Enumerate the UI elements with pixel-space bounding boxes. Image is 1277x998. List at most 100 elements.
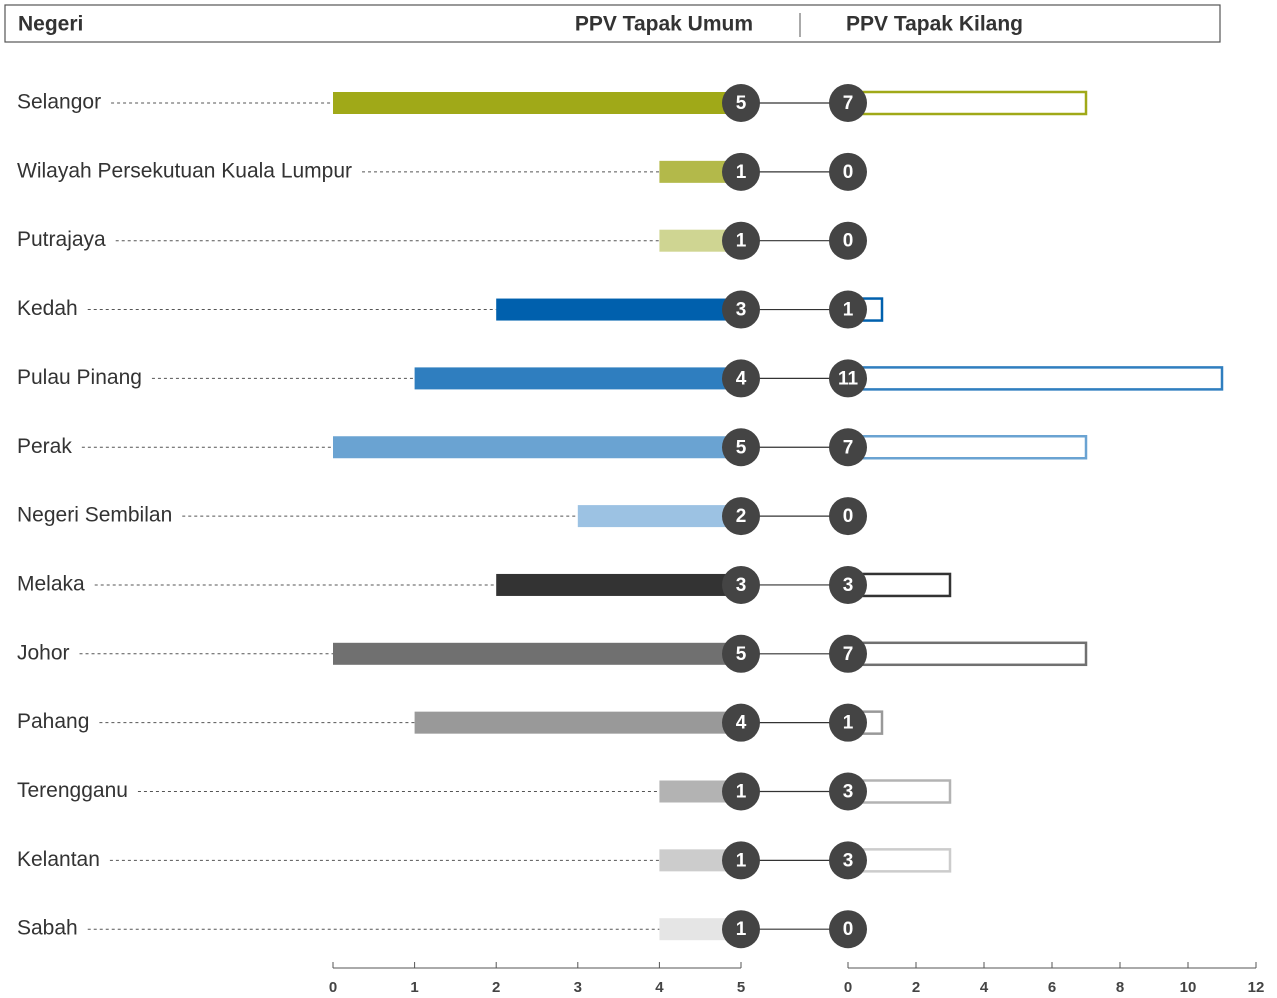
bar: [333, 92, 741, 114]
value-badge: [829, 152, 867, 191]
category-label: Kedah: [17, 297, 78, 320]
x-tick-label: 3: [574, 979, 582, 996]
value-badge: [829, 428, 867, 467]
category-label: Pahang: [17, 710, 89, 733]
bar: [414, 711, 741, 734]
category-label: Sabah: [17, 917, 78, 940]
bar: [496, 298, 741, 321]
value-badge: [722, 703, 760, 742]
header-series: PPV Tapak Kilang: [846, 13, 1023, 36]
value-badge: [722, 359, 760, 398]
value-label: 7: [843, 437, 854, 458]
bar: [333, 642, 741, 665]
bar: [333, 436, 741, 459]
value-badge: [829, 703, 867, 742]
value-badge: [722, 497, 760, 536]
value-label: 1: [736, 231, 747, 252]
x-tick-label: 0: [844, 979, 852, 996]
value-badge: [722, 841, 760, 880]
category-label: Kelantan: [17, 848, 100, 871]
value-badge: [722, 565, 760, 604]
header-category: Negeri: [18, 13, 83, 36]
value-badge: [722, 428, 760, 467]
value-label: 4: [736, 713, 747, 734]
value-badge: [722, 84, 760, 122]
value-label: 3: [843, 782, 854, 803]
category-label: Johor: [17, 641, 70, 664]
value-label: 11: [838, 368, 859, 389]
value-label: 3: [843, 575, 854, 596]
category-label: Pulau Pinang: [17, 366, 142, 389]
value-label: 7: [843, 93, 854, 114]
category-label: Perak: [17, 435, 72, 458]
value-badge: [829, 841, 867, 880]
x-tick-label: 12: [1248, 979, 1265, 996]
value-badge: [829, 359, 867, 398]
value-badge: [829, 84, 867, 122]
category-label: Putrajaya: [17, 228, 106, 251]
category-label: Wilayah Persekutuan Kuala Lumpur: [17, 159, 352, 182]
x-tick-label: 2: [912, 979, 920, 996]
value-label: 2: [736, 506, 747, 527]
value-badge: [722, 221, 760, 260]
value-label: 4: [736, 368, 747, 389]
value-badge: [722, 772, 760, 811]
bar-outline: [846, 641, 1088, 667]
value-label: 5: [736, 437, 747, 458]
value-label: 1: [736, 782, 747, 803]
bar-outline: [846, 90, 1088, 116]
value-label: 0: [843, 919, 854, 940]
x-tick-label: 8: [1116, 979, 1124, 996]
value-label: 1: [843, 300, 854, 321]
value-label: 3: [736, 300, 747, 321]
bar: [659, 780, 741, 803]
bar-outline: [846, 435, 1088, 460]
value-label: 3: [843, 850, 854, 871]
value-badge: [722, 634, 760, 673]
x-tick-label: 2: [492, 979, 500, 996]
x-tick-label: 10: [1180, 979, 1197, 996]
bar: [496, 573, 741, 596]
value-label: 5: [736, 93, 747, 114]
value-badge: [829, 221, 867, 260]
x-tick-label: 1: [410, 979, 418, 996]
value-badge: [722, 152, 760, 191]
value-label: 1: [736, 162, 747, 183]
bar: [577, 505, 741, 528]
value-label: 0: [843, 162, 854, 183]
value-label: 0: [843, 506, 854, 527]
value-badge: [829, 497, 867, 536]
value-label: 7: [843, 644, 854, 665]
bar: [659, 849, 741, 872]
x-tick-label: 5: [737, 979, 745, 996]
value-badge: [829, 634, 867, 673]
value-label: 5: [736, 644, 747, 665]
value-badge: [722, 910, 760, 949]
value-badge: [829, 565, 867, 604]
category-label: Selangor: [17, 91, 101, 114]
value-label: 1: [843, 713, 854, 734]
value-badge: [829, 910, 867, 949]
x-tick-label: 4: [980, 979, 989, 996]
bar-outline: [846, 366, 1224, 391]
category-label: Terengganu: [17, 779, 128, 802]
bar: [659, 160, 741, 183]
x-tick-label: 0: [329, 979, 337, 996]
value-badge: [829, 772, 867, 811]
header-box: [4, 4, 1221, 43]
bar: [414, 367, 741, 390]
value-label: 1: [736, 850, 747, 871]
header-series: PPV Tapak Umum: [575, 13, 753, 36]
value-badge: [829, 290, 867, 329]
category-label: Melaka: [17, 572, 85, 595]
value-badge: [722, 290, 760, 329]
bar: [659, 918, 741, 941]
value-label: 1: [736, 919, 747, 940]
x-tick-label: 4: [655, 979, 664, 996]
bar: [659, 229, 741, 252]
value-label: 0: [843, 231, 854, 252]
category-label: Negeri Sembilan: [17, 504, 172, 527]
x-tick-label: 6: [1048, 979, 1056, 996]
value-label: 3: [736, 575, 747, 596]
